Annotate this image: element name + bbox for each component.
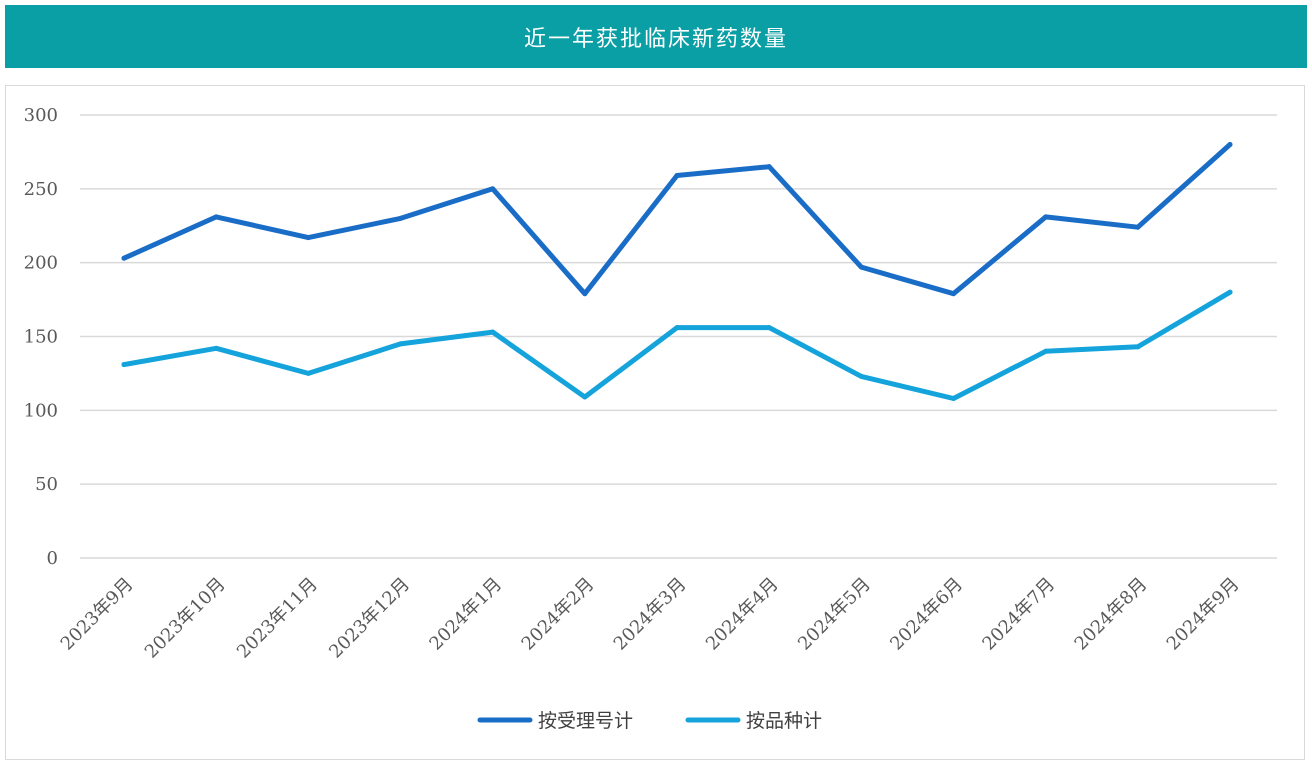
y-tick-label: 200: [24, 253, 58, 274]
x-axis-ticks: 2023年9月 2023年10月 2023年11月 2023年12月 2024年1月 20…: [57, 574, 1244, 663]
data-point: [1135, 344, 1141, 350]
data-point: [1135, 224, 1141, 230]
y-tick-label: 250: [24, 179, 58, 200]
y-tick-label: 300: [24, 105, 58, 126]
x-tick-label: 2023年9月: [57, 574, 138, 655]
data-point: [766, 164, 772, 170]
data-point: [1043, 348, 1049, 354]
gridlines: [80, 114, 1277, 559]
series-lines: [121, 142, 1233, 402]
data-point: [490, 186, 496, 192]
data-point: [398, 341, 403, 347]
data-point: [674, 173, 680, 179]
y-tick-label: 100: [24, 400, 58, 421]
chart-frame: [5, 85, 1305, 760]
data-point: [1043, 214, 1049, 220]
data-point: [305, 235, 311, 241]
data-point: [951, 396, 956, 402]
series-line-0: [121, 142, 1233, 297]
data-point: [951, 291, 956, 297]
x-tick-label: 2024年7月: [978, 574, 1059, 655]
x-tick-label: 2024年4月: [702, 574, 783, 655]
data-point: [398, 215, 403, 221]
data-point: [582, 394, 588, 400]
data-point: [213, 345, 219, 351]
data-point: [766, 325, 772, 331]
chart-title: 近一年获批临床新药数量: [5, 5, 1307, 68]
series-line-1: [121, 289, 1233, 401]
data-point: [858, 264, 864, 270]
data-point: [305, 370, 311, 376]
x-tick-label: 2023年12月: [325, 574, 414, 663]
data-point: [1227, 289, 1233, 295]
legend: 按受理号计 按品种计: [477, 710, 822, 732]
x-tick-label: 2024年2月: [518, 574, 599, 655]
data-point: [674, 325, 680, 331]
y-tick-label: 50: [35, 474, 58, 495]
x-tick-label: 2024年9月: [1163, 574, 1244, 655]
data-point: [1227, 142, 1233, 148]
legend-label: 按受理号计: [538, 710, 633, 732]
x-tick-label: 2023年11月: [233, 574, 322, 663]
x-tick-label: 2024年3月: [610, 574, 691, 655]
data-point: [582, 291, 588, 297]
y-tick-label: 0: [47, 548, 58, 569]
y-tick-label: 150: [24, 327, 58, 348]
x-tick-label: 2024年6月: [886, 574, 967, 655]
data-point: [858, 373, 864, 379]
legend-label: 按品种计: [746, 710, 822, 732]
data-point: [121, 255, 127, 261]
data-point: [121, 362, 127, 368]
data-point: [490, 329, 496, 335]
y-axis-ticks: 0 50 100 150 200 250 300: [24, 105, 58, 569]
x-tick-label: 2024年1月: [425, 574, 506, 655]
data-point: [213, 214, 219, 220]
x-tick-label: 2024年8月: [1071, 574, 1152, 655]
x-tick-label: 2023年10月: [141, 574, 230, 663]
x-tick-label: 2024年5月: [794, 574, 875, 655]
